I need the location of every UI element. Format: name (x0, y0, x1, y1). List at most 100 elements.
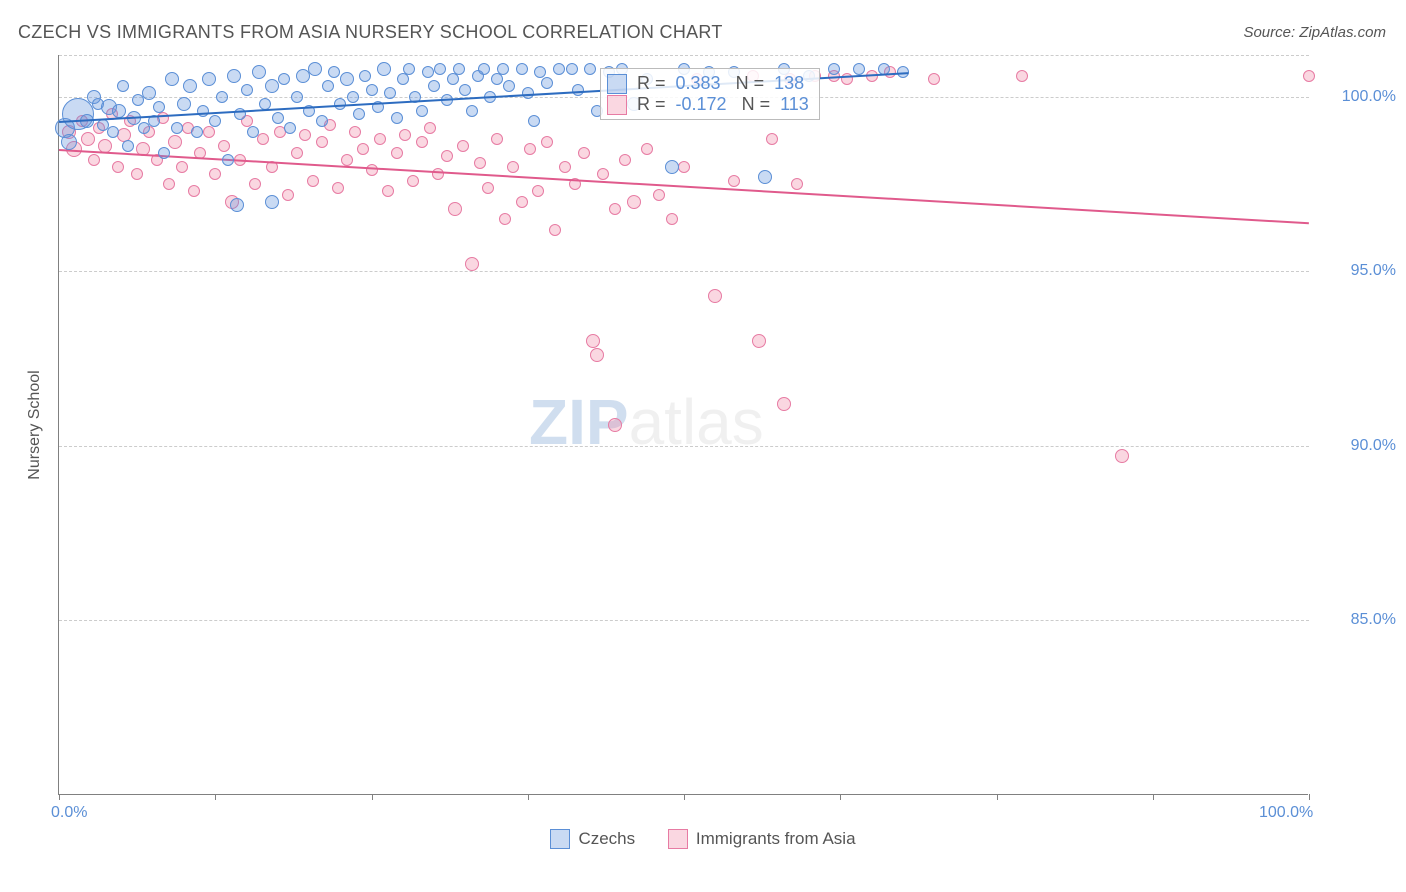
scatter-point-immigrants (366, 164, 378, 176)
scatter-point-immigrants (619, 154, 631, 166)
scatter-point-czechs (241, 84, 253, 96)
scatter-point-czechs (291, 91, 303, 103)
scatter-point-immigrants (766, 133, 778, 145)
scatter-point-czechs (434, 63, 446, 75)
scatter-point-czechs (566, 63, 578, 75)
scatter-point-immigrants (291, 147, 303, 159)
scatter-point-immigrants (168, 135, 182, 149)
scatter-point-immigrants (791, 178, 803, 190)
x-tick (684, 794, 685, 800)
scatter-point-czechs (209, 115, 221, 127)
watermark: ZIPatlas (529, 385, 764, 459)
gridline (59, 446, 1309, 447)
stats-r-immigrants: -0.172 (676, 94, 727, 115)
scatter-point-immigrants (678, 161, 690, 173)
scatter-point-czechs (322, 80, 334, 92)
scatter-point-immigrants (491, 133, 503, 145)
scatter-point-immigrants (399, 129, 411, 141)
scatter-point-immigrants (590, 348, 604, 362)
scatter-point-czechs (447, 73, 459, 85)
scatter-point-czechs (377, 62, 391, 76)
scatter-point-immigrants (131, 168, 143, 180)
scatter-point-immigrants (357, 143, 369, 155)
scatter-point-immigrants (441, 150, 453, 162)
scatter-point-immigrants (382, 185, 394, 197)
y-tick-label: 85.0% (1351, 611, 1396, 629)
scatter-point-czechs (453, 63, 465, 75)
scatter-point-immigrants (641, 143, 653, 155)
scatter-point-czechs (353, 108, 365, 120)
scatter-point-czechs (165, 72, 179, 86)
scatter-point-czechs (528, 115, 540, 127)
scatter-point-czechs (308, 62, 322, 76)
scatter-point-immigrants (608, 418, 622, 432)
scatter-point-immigrants (666, 213, 678, 225)
stats-n-immigrants: 113 (780, 94, 809, 115)
scatter-point-immigrants (516, 196, 528, 208)
stats-line-czechs: R = 0.383 N = 138 (607, 73, 809, 94)
scatter-point-czechs (428, 80, 440, 92)
scatter-point-immigrants (541, 136, 553, 148)
legend-label-immigrants: Immigrants from Asia (696, 829, 856, 849)
scatter-point-immigrants (578, 147, 590, 159)
scatter-point-czechs (478, 63, 490, 75)
scatter-point-czechs (222, 154, 234, 166)
scatter-point-czechs (230, 198, 244, 212)
scatter-point-immigrants (549, 224, 561, 236)
scatter-point-czechs (142, 86, 156, 100)
scatter-point-immigrants (218, 140, 230, 152)
scatter-point-czechs (553, 63, 565, 75)
scatter-point-immigrants (708, 289, 722, 303)
scatter-point-czechs (153, 101, 165, 113)
scatter-point-immigrants (374, 133, 386, 145)
scatter-point-immigrants (499, 213, 511, 225)
scatter-point-immigrants (88, 154, 100, 166)
scatter-point-czechs (541, 77, 553, 89)
scatter-point-immigrants (524, 143, 536, 155)
scatter-point-immigrants (586, 334, 600, 348)
scatter-point-immigrants (257, 133, 269, 145)
scatter-point-immigrants (316, 136, 328, 148)
x-tick (372, 794, 373, 800)
gridline (59, 55, 1309, 56)
chart-container: CZECH VS IMMIGRANTS FROM ASIA NURSERY SC… (0, 0, 1406, 892)
scatter-point-czechs (397, 73, 409, 85)
x-tick (1309, 794, 1310, 800)
scatter-point-immigrants (188, 185, 200, 197)
scatter-point-immigrants (457, 140, 469, 152)
scatter-point-immigrants (432, 168, 444, 180)
stats-swatch-czechs (607, 74, 627, 94)
scatter-point-czechs (665, 160, 679, 174)
scatter-point-immigrants (176, 161, 188, 173)
scatter-point-immigrants (112, 161, 124, 173)
scatter-point-czechs (503, 80, 515, 92)
source-credit: Source: ZipAtlas.com (1243, 24, 1386, 41)
scatter-point-czechs (359, 70, 371, 82)
scatter-point-czechs (584, 63, 596, 75)
x-tick-label: 0.0% (51, 804, 87, 822)
y-tick-label: 100.0% (1342, 88, 1396, 106)
stats-swatch-immigrants (607, 95, 627, 115)
scatter-point-immigrants (653, 189, 665, 201)
scatter-point-immigrants (928, 73, 940, 85)
x-tick (59, 794, 60, 800)
scatter-point-immigrants (307, 175, 319, 187)
scatter-point-immigrants (209, 168, 221, 180)
scatter-point-immigrants (349, 126, 361, 138)
scatter-point-immigrants (81, 132, 95, 146)
scatter-point-czechs (491, 73, 503, 85)
scatter-point-czechs (122, 140, 134, 152)
scatter-point-czechs (252, 65, 266, 79)
scatter-point-immigrants (728, 175, 740, 187)
y-axis-label: Nursery School (26, 370, 44, 479)
scatter-point-czechs (828, 63, 840, 75)
legend-swatch-czechs (550, 829, 570, 849)
x-tick (997, 794, 998, 800)
scatter-point-czechs (340, 72, 354, 86)
scatter-point-czechs (191, 126, 203, 138)
scatter-point-czechs (459, 84, 471, 96)
x-tick (1153, 794, 1154, 800)
legend-item-immigrants: Immigrants from Asia (668, 829, 856, 849)
legend: Czechs Immigrants from Asia (0, 829, 1406, 854)
scatter-point-immigrants (416, 136, 428, 148)
